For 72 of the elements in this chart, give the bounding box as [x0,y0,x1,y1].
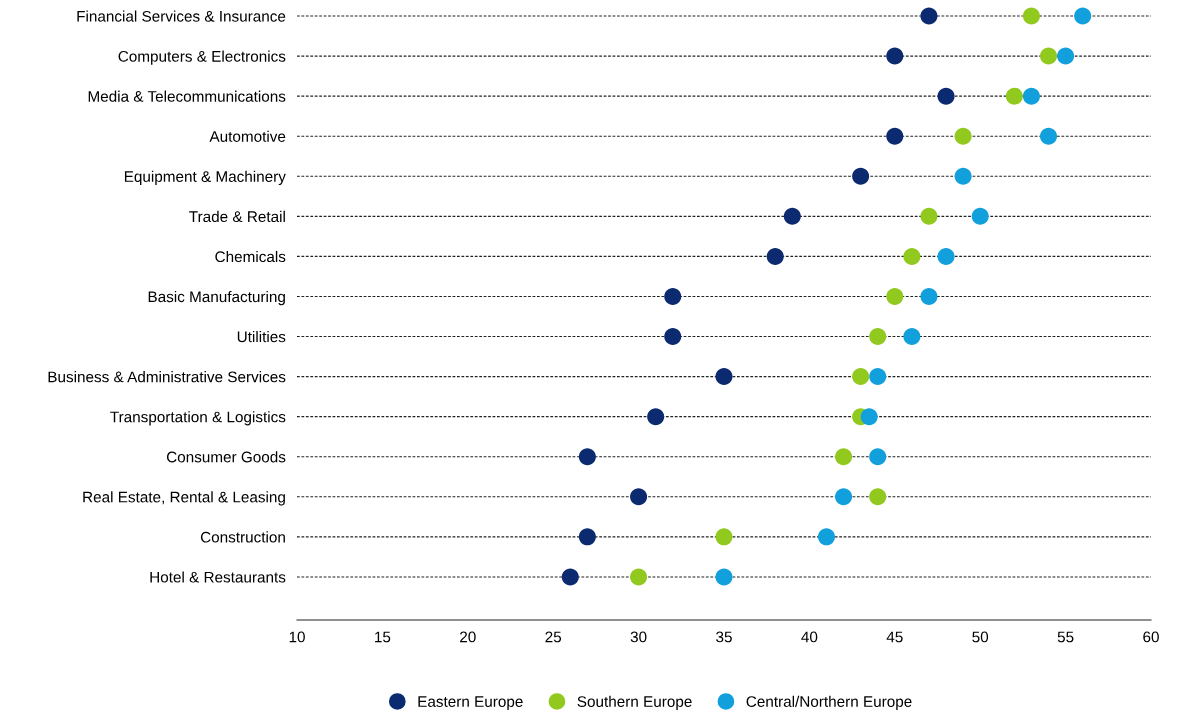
y-tick-label: Utilities [237,331,286,343]
point [869,448,887,466]
x-tick-label: 40 [801,631,818,643]
point [1040,47,1058,65]
y-tick-label: Basic Manufacturing [148,290,285,306]
y-tick-label: Media & Telecommunications [88,90,286,102]
x-tick-label: 50 [972,631,989,643]
point [920,207,938,225]
legend-label: Southern Europe [577,695,692,710]
y-tick-label: Consumer Goods [166,451,286,463]
y-tick-label: Financial Services & Insurance [77,10,286,22]
point [664,328,682,346]
y-tick-label: Real Estate, Rental & Leasing [83,491,285,506]
point [715,368,733,386]
point [869,488,887,506]
legend-label: Central/Northern Europe [746,695,912,710]
point [869,328,887,346]
y-tick-label: Automotive [209,130,286,142]
point [903,328,921,346]
point [937,247,955,265]
point [920,7,938,25]
point [578,448,596,466]
point [903,247,921,265]
point [715,528,733,546]
x-tick-label: 20 [460,631,476,643]
point [664,287,682,305]
point [630,488,648,506]
x-tick-label: 10 [289,631,305,643]
point [886,47,904,65]
point [971,207,989,225]
point [954,167,972,185]
point [1040,127,1058,145]
y-tick-label: Computers & Electronics [118,50,286,65]
x-tick-label: 35 [716,631,732,643]
y-tick-label: Equipment & Machinery [124,170,286,185]
point [920,287,938,305]
y-tick-label: Hotel & Restaurants [150,571,286,583]
point [817,528,835,546]
point [852,167,870,185]
x-tick-label: 55 [1057,631,1074,643]
point [783,207,801,225]
x-tick-label: 45 [886,631,903,643]
point [715,568,733,586]
point [886,127,904,145]
point [1074,7,1092,25]
y-tick-label: Chemicals [215,250,286,263]
point [869,368,887,386]
point [954,127,972,145]
point [1022,7,1040,25]
x-tick-label: 30 [630,631,647,643]
point [852,368,870,386]
point [1057,47,1075,65]
point [937,87,955,105]
x-tick-label: 60 [1143,631,1159,643]
point [835,488,853,506]
y-tick-label: Transportation & Logistics [110,411,286,426]
x-tick-label: 15 [375,631,391,643]
y-tick-label: Construction [200,531,285,543]
point [835,448,853,466]
x-tick-label: 25 [545,631,562,643]
point [630,568,648,586]
point [647,408,665,426]
point [860,408,878,426]
y-tick-label: Business & Administrative Services [48,371,286,383]
point [766,247,784,265]
point [886,287,904,305]
point [1022,87,1040,105]
point [561,568,579,586]
legend-label: Eastern Europe [418,696,523,710]
y-tick-label: Trade & Retail [189,210,285,223]
point [578,528,596,546]
point [1005,87,1023,105]
